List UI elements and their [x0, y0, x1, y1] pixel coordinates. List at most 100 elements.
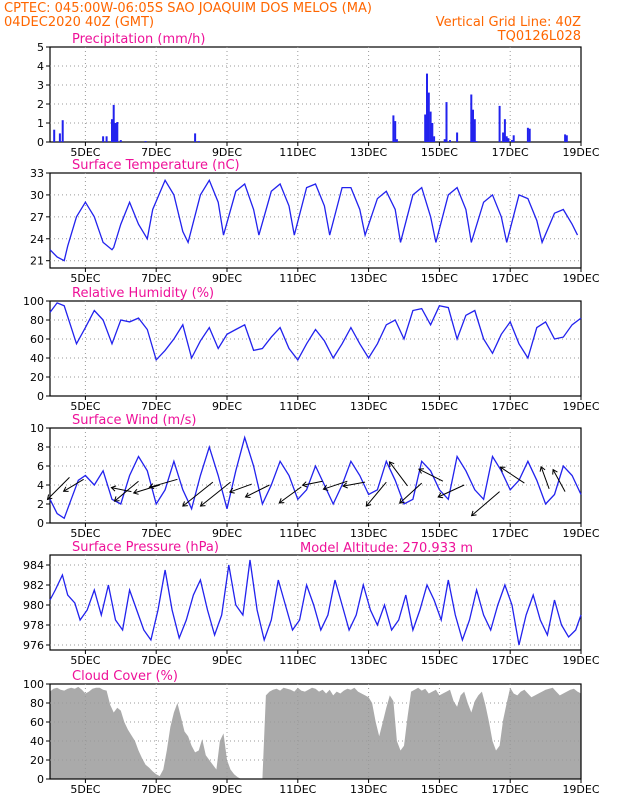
precip-xtick-label: 7DEC [141, 146, 171, 159]
rh-xtick-label: 5DEC [70, 400, 100, 413]
wind-barb [437, 484, 465, 498]
pres-xtick-label: 11DEC [279, 654, 316, 667]
rh-xtick-label: 7DEC [141, 400, 171, 413]
wind-barb [323, 480, 348, 490]
rh-ytick-label: 40 [30, 352, 44, 365]
wind-barb [114, 480, 139, 502]
precip-bar [472, 109, 474, 142]
pres-xtick-label: 19DEC [562, 654, 599, 667]
cloud-xtick-label: 5DEC [70, 783, 100, 796]
header-model-code: TQ0126L028 [497, 29, 581, 44]
pres-ytick-label: 982 [23, 579, 44, 592]
rh-frame [49, 300, 582, 397]
rh-xtick-label: 17DEC [492, 400, 529, 413]
wind-xtick-label: 11DEC [279, 527, 316, 540]
wind-barb [279, 486, 302, 504]
wind-barb [133, 484, 160, 494]
precip-bar [394, 121, 397, 142]
wind-barb [500, 466, 525, 484]
cloud-xtick-label: 19DEC [562, 783, 599, 796]
precip-ytick-label: 5 [37, 41, 44, 54]
rh-ytick-label: 20 [30, 371, 44, 384]
temp-line [49, 178, 579, 262]
wind-title: Surface Wind (m/s) [72, 413, 196, 428]
precip-bar [119, 140, 122, 142]
cloud-title: Cloud Cover (%) [72, 669, 178, 684]
pres-xtick-label: 17DEC [492, 654, 529, 667]
wind-barb-head [322, 484, 329, 491]
rh-ytick-label: 100 [23, 295, 44, 308]
wind-barb-head [552, 468, 558, 475]
precip-panel: 0 1 2 3 4 5 5DEC 7DEC 9DEC 11DEC 13DEC 15DEC 17DEC 19… [37, 32, 600, 159]
precip-bar [503, 119, 506, 142]
rh-ytick-label: 60 [30, 333, 44, 346]
pres-xtick-label: 9DEC [212, 654, 242, 667]
rh-panel: 0 20 40 60 80 100 5DEC 7DEC 9DEC 11DEC 13DEC 15DEC 1… [23, 286, 600, 413]
cloud-xtick-label: 17DEC [492, 783, 529, 796]
rh-xtick-label: 9DEC [212, 400, 242, 413]
precip-bar [564, 134, 567, 142]
wind-barb-head [46, 494, 53, 501]
wind-barb [245, 484, 270, 498]
wind-barb-head [301, 481, 308, 488]
wind-barb [399, 482, 423, 504]
precip-bar [443, 139, 446, 142]
wind-barb-head [365, 501, 372, 507]
temp-ytick-label: 33 [30, 167, 44, 180]
cloud-ytick-label: 40 [30, 735, 44, 748]
wind-barb [182, 481, 214, 507]
wind-ytick-label: 2 [37, 498, 44, 511]
wind-barb-head [148, 483, 155, 490]
precip-bar [431, 123, 434, 142]
rh-xtick-label: 19DEC [562, 400, 599, 413]
wind-barb [552, 469, 566, 492]
wind-line [49, 435, 582, 520]
precip-bar [449, 140, 451, 142]
wind-barb-head [182, 501, 188, 507]
precip-bar [395, 139, 398, 142]
rh-xtick-label: 15DEC [421, 400, 458, 413]
wind-barb [418, 468, 444, 482]
temp-ytick-label: 27 [30, 211, 44, 224]
precip-bar [498, 105, 501, 142]
precip-bar [197, 141, 200, 142]
wind-barb-head [228, 487, 235, 494]
precip-bar [507, 138, 510, 142]
wind-barb [111, 487, 132, 493]
precip-bar [473, 119, 476, 142]
precip-bar [511, 140, 513, 142]
precip-bar [445, 102, 448, 142]
precip-bar [456, 132, 459, 142]
pres-line [49, 559, 582, 646]
rh-ytick-label: 0 [37, 390, 44, 403]
wind-barb [229, 483, 252, 493]
cloud-xtick-label: 13DEC [350, 783, 387, 796]
cloud-xtick-label: 11DEC [279, 783, 316, 796]
precip-title: Precipitation (mm/h) [72, 32, 205, 47]
precip-xtick-label: 11DEC [279, 146, 316, 159]
precip-bar [58, 133, 61, 142]
wind-barb [389, 461, 408, 487]
wind-barb-head [244, 492, 251, 498]
precip-bar [112, 104, 115, 142]
wind-ytick-label: 10 [30, 422, 44, 435]
rh-title: Relative Humidity (%) [72, 286, 214, 301]
wind-barb-head [470, 510, 477, 517]
rh-line [49, 302, 582, 362]
wind-ytick-label: 4 [37, 479, 44, 492]
pres-title: Surface Pressure (hPa) [72, 540, 219, 555]
temp-xtick-label: 19DEC [562, 272, 599, 285]
cloud-frame [49, 683, 582, 780]
pres-ytick-label: 976 [23, 639, 44, 652]
wind-ytick-label: 6 [37, 460, 44, 473]
temp-title: Surface Temperature (nC) [72, 158, 240, 173]
precip-bar [433, 136, 436, 142]
precip-bar [470, 94, 473, 142]
wind-barb-head [278, 498, 285, 504]
wind-xtick-label: 5DEC [70, 527, 100, 540]
precip-xtick-label: 5DEC [70, 146, 100, 159]
wind-xtick-label: 17DEC [492, 527, 529, 540]
wind-barb-head [342, 482, 348, 489]
